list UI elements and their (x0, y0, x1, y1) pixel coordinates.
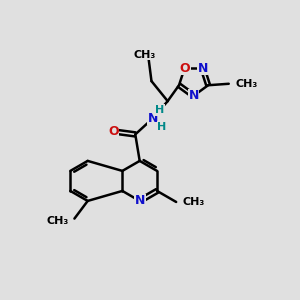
Text: O: O (179, 61, 190, 75)
Text: CH₃: CH₃ (47, 216, 69, 226)
Text: N: N (148, 112, 158, 125)
Text: H: H (155, 105, 164, 115)
Text: CH₃: CH₃ (183, 197, 205, 207)
Text: CH₃: CH₃ (134, 50, 156, 60)
Text: O: O (108, 125, 119, 138)
Text: N: N (134, 194, 145, 207)
Text: N: N (197, 61, 208, 75)
Text: CH₃: CH₃ (235, 79, 257, 89)
Text: H: H (157, 122, 167, 132)
Text: N: N (188, 89, 199, 102)
